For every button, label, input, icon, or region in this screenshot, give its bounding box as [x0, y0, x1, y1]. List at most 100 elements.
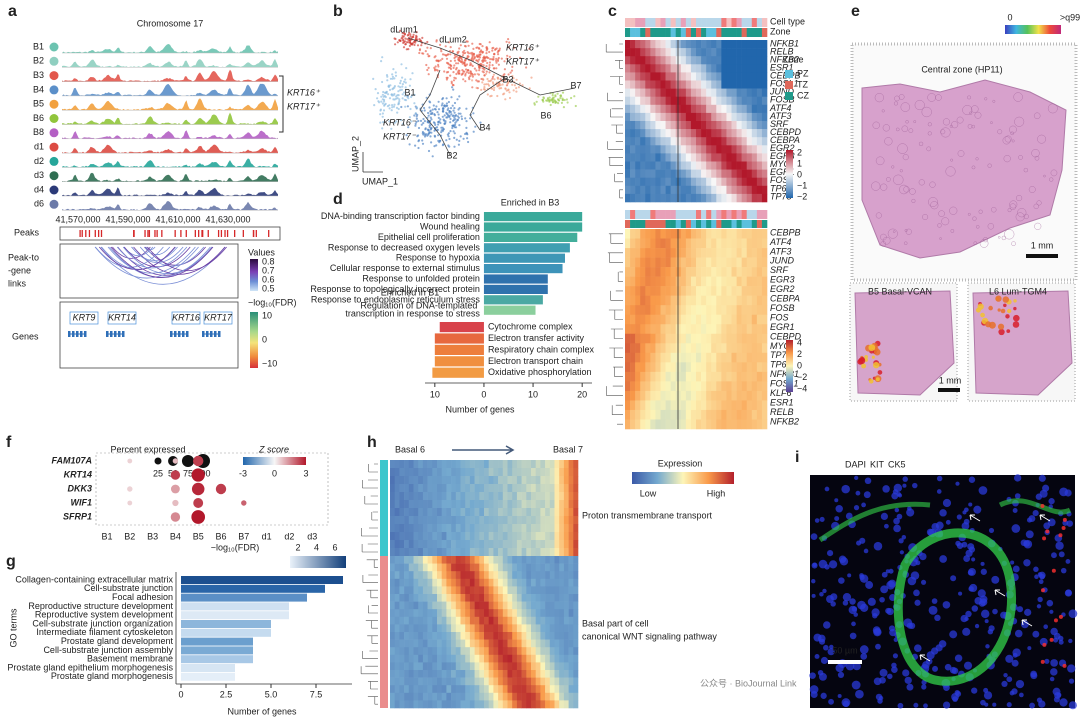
heatmap-cell	[521, 654, 527, 663]
heatmap-cell	[437, 654, 442, 663]
umap-point	[447, 135, 450, 138]
heatmap-cell	[451, 476, 457, 485]
umap-point	[489, 58, 492, 61]
signal-spot	[985, 321, 992, 328]
umap-point	[420, 44, 423, 47]
track-dot	[49, 85, 59, 95]
heatmap-cell	[512, 548, 518, 557]
heatmap-cell	[390, 484, 395, 493]
bar	[483, 243, 570, 253]
heatmap-cell	[549, 556, 555, 564]
heatmap-cell	[741, 185, 748, 195]
row-label: SFRP1	[63, 511, 92, 521]
annotation-cell	[665, 28, 671, 37]
heatmap-cell	[741, 40, 748, 49]
heatmap-cell	[422, 639, 428, 648]
term-label: Cellular response to external stimulus	[330, 263, 481, 273]
heatmap-cell	[399, 670, 405, 678]
heatmap-cell	[394, 468, 400, 477]
umap-point	[560, 101, 564, 104]
heatmap-cell	[554, 484, 560, 493]
track-label: B1	[33, 41, 44, 51]
signal-spot	[860, 356, 865, 362]
colorbar	[786, 150, 793, 198]
umap-point	[451, 86, 454, 89]
umap-point	[433, 145, 436, 148]
heatmap-cell	[645, 267, 651, 277]
umap-point	[478, 67, 481, 70]
heatmap-cell	[568, 632, 574, 640]
heatmap-cell	[399, 647, 405, 656]
heatmap-cell	[512, 639, 518, 648]
heatmap-cell	[711, 248, 717, 258]
heatmap-cell	[399, 508, 405, 517]
heatmap-cell	[660, 381, 666, 392]
heatmap-cell	[390, 692, 395, 701]
tissue-texture	[922, 213, 929, 221]
umap-point	[447, 100, 450, 104]
heatmap-cell	[696, 72, 702, 81]
heatmap-cell	[559, 484, 565, 493]
umap-point	[405, 48, 408, 51]
heatmap-cell	[531, 639, 536, 648]
umap-point	[542, 96, 545, 99]
umap-point	[504, 87, 507, 90]
heatmap-cell	[665, 137, 671, 146]
heatmap-cell	[746, 129, 753, 138]
heatmap-cell	[726, 64, 732, 73]
heatmap-cell	[437, 540, 442, 549]
heatmap-cell	[545, 662, 551, 671]
nucleus	[1020, 539, 1028, 547]
heatmap-cell	[761, 286, 768, 296]
heatmap-cell	[404, 484, 410, 493]
heatmap-cell	[670, 352, 677, 363]
heatmap-cell	[746, 185, 753, 195]
nucleus	[1023, 559, 1031, 567]
umap-point	[421, 52, 424, 55]
nucleus	[820, 656, 829, 665]
heatmap-cell	[413, 654, 419, 663]
heatmap-cell	[711, 48, 717, 57]
heatmap-cell	[741, 324, 748, 335]
heatmap-cell	[413, 476, 419, 485]
heatmap-cell	[545, 548, 551, 557]
exon	[214, 331, 217, 337]
heatmap-cell	[531, 571, 536, 580]
umap-point	[380, 100, 383, 103]
heatmap-cell	[512, 492, 518, 501]
heatmap-cell	[716, 257, 722, 268]
heatmap-cell	[437, 685, 442, 694]
heatmap-cell	[655, 145, 661, 154]
heatmap-cell	[746, 229, 753, 239]
heatmap-cell	[446, 624, 452, 633]
tissue-texture	[898, 94, 905, 100]
heatmap-cell	[399, 571, 405, 580]
nucleus	[1030, 672, 1038, 680]
heatmap-cell	[474, 484, 480, 493]
image-title: Central zone (HP11)	[921, 64, 1002, 74]
heatmap-cell	[399, 586, 405, 595]
heatmap-cell	[741, 248, 748, 258]
heatmap-cell	[635, 381, 641, 392]
heatmap-cell	[746, 409, 753, 420]
tissue-texture	[884, 137, 893, 146]
umap-point	[393, 77, 396, 80]
heatmap-cell	[479, 609, 485, 618]
heatmap-cell	[521, 700, 527, 709]
heatmap-cell	[512, 508, 518, 517]
heatmap-cell	[437, 662, 442, 671]
gene-label: MYC	[770, 341, 791, 351]
signal-spot	[988, 305, 993, 311]
heatmap-cell	[484, 670, 489, 678]
umap-point	[478, 69, 481, 72]
heatmap-cell	[451, 508, 457, 517]
heatmap-cell	[756, 267, 763, 277]
heatmap-cell	[736, 96, 742, 106]
umap-point	[441, 115, 444, 118]
heatmap-cell	[696, 80, 702, 89]
heatmap-cell	[554, 460, 560, 469]
umap-point	[472, 52, 475, 55]
umap-point	[466, 133, 469, 136]
track-dot	[49, 71, 59, 81]
heatmap-cell	[535, 601, 541, 610]
